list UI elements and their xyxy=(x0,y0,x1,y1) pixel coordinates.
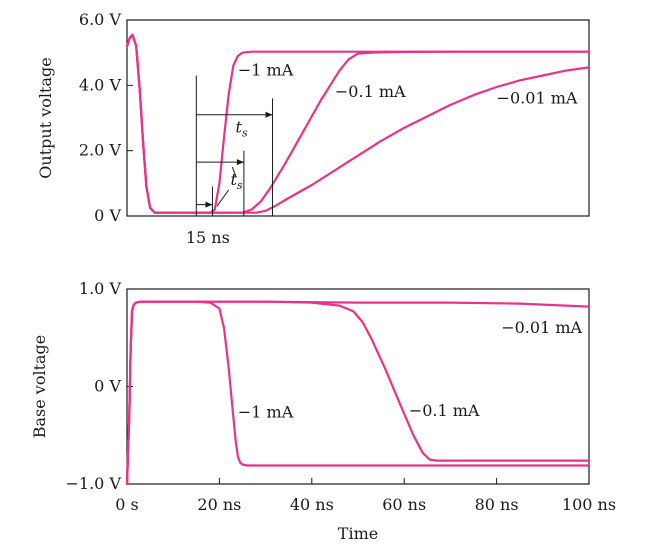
x-tick-label: 80 ns xyxy=(475,495,519,514)
x-tick-label: 100 ns xyxy=(562,495,616,514)
series-line xyxy=(125,33,591,214)
x-tick-label: 0 s xyxy=(115,495,138,514)
y-tick-label: 2.0 V xyxy=(79,141,122,160)
storage-time-label: ts xyxy=(230,170,242,192)
label-leader xyxy=(216,189,230,207)
y-tick-label: 4.0 V xyxy=(79,75,122,94)
output-voltage-panel xyxy=(125,19,591,217)
series-line xyxy=(125,300,591,486)
y-tick-label: 0 V xyxy=(94,206,121,225)
y-axis-label: Base voltage xyxy=(30,335,49,439)
series-label: −0.1 mA xyxy=(335,82,406,101)
storage-time-annotations: ts ts xyxy=(195,75,274,216)
y-tick-label: 6.0 V xyxy=(79,10,122,29)
x-tick-label: 60 ns xyxy=(382,495,426,514)
y-tick-label: −1.0 V xyxy=(66,474,122,493)
series-label: −1 mA xyxy=(238,61,294,80)
x-tick-label: 20 ns xyxy=(197,495,241,514)
series-label: −1 mA xyxy=(238,403,294,422)
y-tick-label: 0 V xyxy=(94,377,121,396)
storage-time-arrow-long-head xyxy=(265,111,273,118)
period-label: 15 ns xyxy=(186,228,230,247)
plot-frame xyxy=(126,19,590,217)
storage-time-arrow-short-head xyxy=(236,159,244,166)
period-arrow-head xyxy=(205,201,213,208)
base-voltage-panel xyxy=(125,288,591,486)
series-label: −0.01 mA xyxy=(501,318,582,337)
storage-time-label: ts xyxy=(236,118,248,140)
label-leader xyxy=(231,166,237,177)
x-axis-label: Time xyxy=(338,524,378,543)
series-label: −0.01 mA xyxy=(497,88,578,107)
y-axis-label: Output voltage xyxy=(36,57,55,178)
series-label: −0.1 mA xyxy=(409,401,480,420)
x-tick-label: 40 ns xyxy=(290,495,334,514)
y-tick-label: 1.0 V xyxy=(79,279,122,298)
